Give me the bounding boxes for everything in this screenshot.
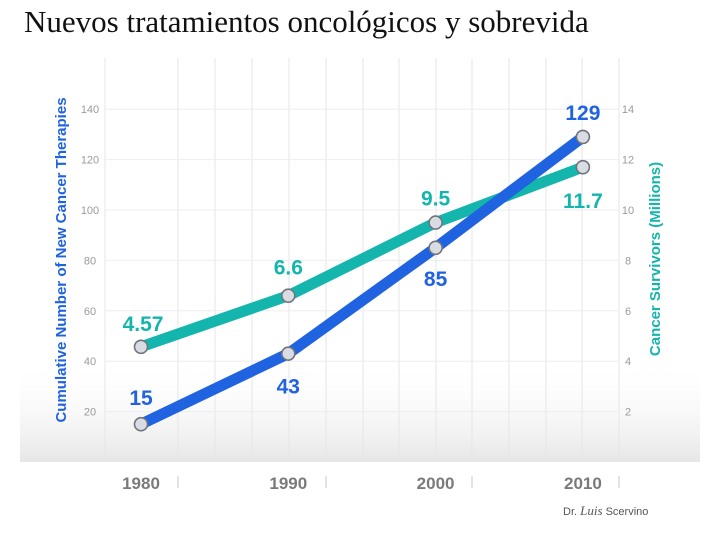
- survivors-line: [135, 161, 589, 353]
- x-tick-label: 2010: [564, 474, 602, 493]
- survivors-marker: [133, 339, 149, 355]
- credit-name: Luis: [580, 503, 603, 518]
- y2-tick-label: 8: [625, 255, 631, 267]
- y-tick-label: 60: [84, 306, 96, 318]
- survivors-marker: [575, 159, 591, 175]
- x-tick-label: 1980: [122, 474, 160, 493]
- therapies-data-label: 43: [277, 376, 300, 399]
- survivors-marker: [280, 288, 296, 303]
- y2-tick-label: 12: [622, 155, 634, 167]
- plot-bottom-shading: [20, 360, 700, 462]
- therapies-data-label: 85: [424, 268, 448, 291]
- survivors-data-label: 9.5: [421, 188, 451, 211]
- therapies-data-label: 15: [129, 387, 153, 410]
- credit-suffix: Scervino: [605, 506, 649, 518]
- survivors-data-label: 4.57: [123, 313, 164, 336]
- y2-tick-label: 6: [625, 306, 631, 318]
- y-tick-label: 20: [84, 407, 96, 419]
- therapies-marker: [575, 129, 591, 145]
- survivors-data-label: 11.7: [563, 190, 603, 213]
- slide-title: Nuevos tratamientos oncológicos y sobrev…: [24, 4, 589, 39]
- series: [133, 129, 591, 432]
- x-tick-label: 2000: [417, 474, 455, 493]
- therapies-marker: [280, 346, 296, 361]
- therapies-data-label: 129: [565, 102, 600, 125]
- therapies-line: [135, 131, 589, 430]
- y-tick-label: 40: [84, 356, 96, 368]
- y-axis-title: Cumulative Number of New Cancer Therapie…: [53, 97, 70, 422]
- grid: [104, 58, 620, 462]
- survivors-data-label: 6.6: [274, 257, 303, 280]
- y2-tick-label: 2: [625, 407, 631, 419]
- y2-tick-label: 14: [622, 104, 634, 116]
- therapies-marker: [428, 240, 443, 256]
- y-tick-label: 120: [81, 155, 99, 167]
- survivors-marker: [428, 215, 443, 230]
- credit-prefix: Dr.: [563, 506, 578, 518]
- axes: 20 40 60 80 100 120 140 2 4 6 8 10 12 14 1980 1990 2000 2…: [53, 97, 664, 493]
- y-tick-label: 100: [81, 205, 99, 217]
- y-tick-label: 80: [84, 255, 96, 267]
- x-tick-label: 1990: [269, 474, 307, 493]
- therapies-marker: [133, 416, 149, 432]
- y2-tick-label: 4: [625, 356, 631, 368]
- y2-tick-label: 10: [622, 205, 634, 217]
- y2-axis-title: Cancer Survivors (Millions): [647, 162, 664, 356]
- y-tick-label: 140: [81, 104, 99, 116]
- author-credit: Dr. Luis Scervino: [563, 503, 648, 519]
- labels: 15 43 85 129 4.57 6.6 9.5 11.7: [123, 102, 603, 410]
